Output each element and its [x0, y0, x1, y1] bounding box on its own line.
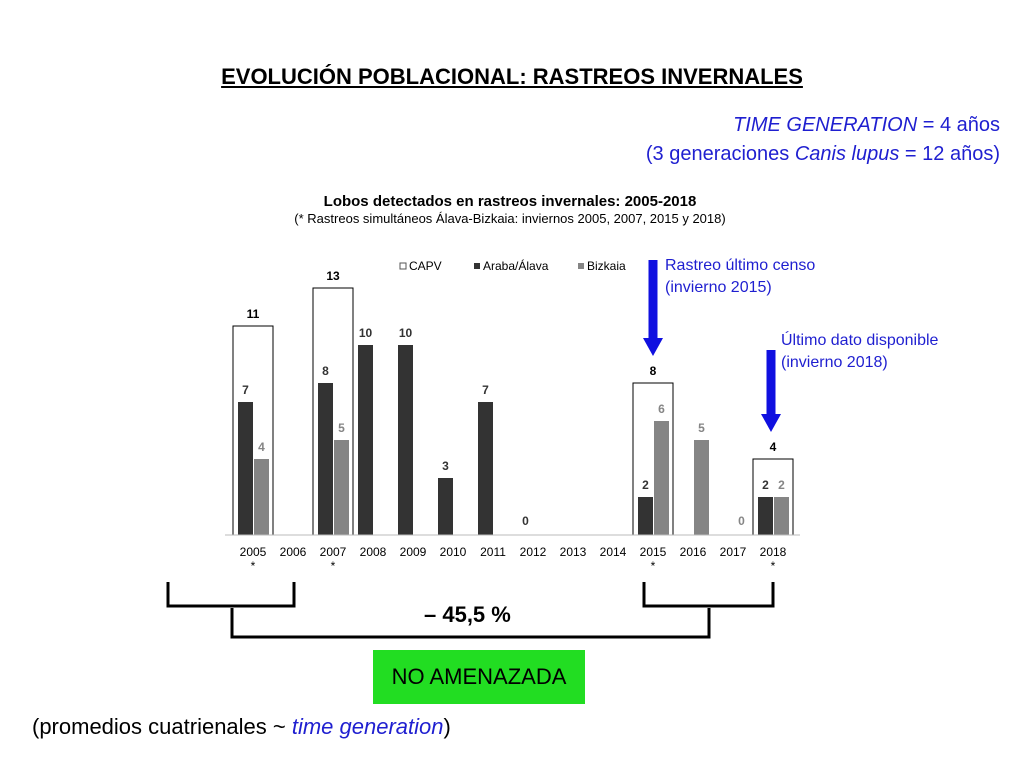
bar-araba-2011 [478, 402, 493, 535]
legend-label-0: CAPV [409, 259, 442, 273]
bracket-right [642, 582, 775, 608]
label-capv-2018: 4 [770, 440, 777, 454]
bar-araba-2018 [758, 497, 773, 535]
x-tick-2012: 2012 [520, 545, 547, 559]
x-tick-2009: 2009 [400, 545, 427, 559]
label-araba-2010: 3 [442, 459, 449, 473]
legend-label-2: Bizkaia [587, 259, 626, 273]
label-bizkaia-2005: 4 [258, 440, 265, 454]
legend-swatch-0 [399, 262, 407, 270]
label-capv-2015: 8 [650, 364, 657, 378]
label-araba-2011: 7 [482, 383, 489, 397]
chart-title: Lobos detectados en rastreos invernales:… [323, 193, 697, 210]
bar-bizkaia-2015 [654, 421, 669, 535]
percent-change-label: – 45,5 % [424, 602, 511, 627]
time-generation-line-2: (3 generaciones Canis lupus = 12 años) [645, 143, 1000, 165]
bar-araba-2009 [398, 345, 413, 535]
label-araba-2005: 7 [242, 383, 249, 397]
asterisk-2018: * [771, 559, 776, 573]
x-tick-2018: 2018 [760, 545, 787, 559]
label-bizkaia-2018: 2 [778, 478, 785, 492]
x-tick-2011: 2011 [480, 545, 506, 559]
bar-araba-2010 [438, 478, 453, 535]
last-data-annotation: Último dato disponible (invierno 2018) [781, 332, 939, 371]
bracket-left [166, 582, 296, 608]
legend-label-1: Araba/Álava [483, 258, 549, 273]
x-tick-2008: 2008 [360, 545, 387, 559]
arrow-2018-head [761, 414, 781, 432]
chart-subtitle: (* Rastreos simultáneos Álava-Bizkaia: i… [294, 211, 726, 226]
census-annotation: Rastreo último censo (invierno 2015) [665, 257, 816, 296]
label-araba-2012: 0 [522, 514, 529, 528]
x-tick-2005: 2005 [240, 545, 267, 559]
x-tick-2007: 2007 [320, 545, 347, 559]
x-tick-2006: 2006 [280, 545, 307, 559]
bar-araba-2015 [638, 497, 653, 535]
bar-bizkaia-2005 [254, 459, 269, 535]
legend-swatch-1 [474, 263, 480, 269]
asterisk-2007: * [331, 559, 336, 573]
status-box: NO AMENAZADA [373, 650, 585, 704]
slide-title: EVOLUCIÓN POBLACIONAL: RASTREOS INVERNAL… [221, 64, 803, 89]
asterisk-2005: * [251, 559, 256, 573]
legend-swatch-2 [578, 263, 584, 269]
label-bizkaia-2016: 5 [698, 421, 705, 435]
label-araba-2009: 10 [399, 326, 413, 340]
x-tick-2017: 2017 [720, 545, 747, 559]
label-araba-2018: 2 [762, 478, 769, 492]
bar-bizkaia-2016 [694, 440, 709, 535]
label-bizkaia-2017: 0 [738, 514, 745, 528]
bar-bizkaia-2018 [774, 497, 789, 535]
asterisk-2015: * [651, 559, 656, 573]
arrow-2015-head [643, 338, 663, 356]
x-tick-2014: 2014 [600, 545, 627, 559]
label-araba-2008: 10 [359, 326, 373, 340]
label-bizkaia-2015: 6 [658, 402, 665, 416]
label-bizkaia-2007: 5 [338, 421, 345, 435]
label-capv-2007: 13 [326, 269, 340, 283]
footnote: (promedios cuatrienales ~ time generatio… [32, 714, 451, 739]
x-tick-2010: 2010 [440, 545, 467, 559]
x-tick-2013: 2013 [560, 545, 587, 559]
bar-bizkaia-2007 [334, 440, 349, 535]
bar-araba-2008 [358, 345, 373, 535]
bar-araba-2005 [238, 402, 253, 535]
label-capv-2005: 11 [247, 307, 260, 321]
time-generation-line-1: TIME GENERATION = 4 años [733, 114, 1000, 136]
bar-araba-2007 [318, 383, 333, 535]
x-tick-2015: 2015 [640, 545, 667, 559]
label-araba-2007: 8 [322, 364, 329, 378]
x-tick-2016: 2016 [680, 545, 707, 559]
bracket-bottom [230, 608, 711, 639]
label-araba-2015: 2 [642, 478, 649, 492]
